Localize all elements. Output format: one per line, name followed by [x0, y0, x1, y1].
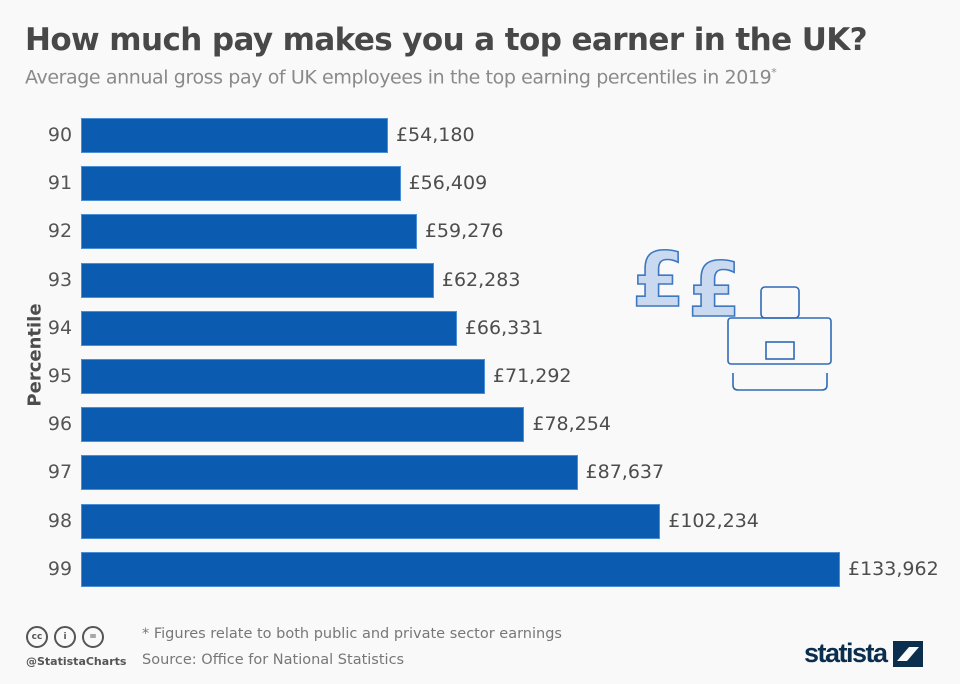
- bar[interactable]: [81, 214, 417, 250]
- bar[interactable]: [81, 166, 401, 202]
- value-label: £56,409: [408, 172, 488, 195]
- subtitle-text: Average annual gross pay of UK employees…: [25, 66, 772, 89]
- category-label: 93: [47, 268, 73, 291]
- value-label: £87,637: [585, 461, 665, 484]
- bar-row: 99 £133,962: [0, 551, 960, 587]
- bar-row: 94 £66,331: [0, 310, 960, 346]
- category-label: 96: [47, 413, 73, 436]
- bar-row: 93 £62,283: [0, 262, 960, 298]
- briefcase-icon: [727, 286, 832, 391]
- value-label: £62,283: [441, 268, 521, 291]
- value-label: £71,292: [492, 365, 572, 387]
- bar-row: 91 £56,409: [0, 166, 960, 202]
- bar[interactable]: [81, 455, 578, 491]
- no-derivatives-icon: =: [82, 626, 104, 648]
- bar[interactable]: [81, 551, 840, 587]
- category-label: 92: [47, 220, 73, 243]
- bar-row: 96 £78,254: [0, 407, 960, 443]
- footnote-mark: *: [771, 66, 777, 79]
- category-label: 94: [47, 316, 73, 339]
- bar-row: 95 £71,292: [0, 359, 960, 394]
- bar[interactable]: [81, 407, 525, 443]
- bar[interactable]: [81, 503, 661, 539]
- bar[interactable]: [81, 310, 457, 346]
- svg-text:£: £: [632, 235, 685, 324]
- value-label: £78,254: [532, 413, 611, 436]
- chart-subtitle: Average annual gross pay of UK employees…: [25, 66, 777, 89]
- value-label: £66,331: [464, 316, 544, 339]
- statista-logo-icon: [892, 640, 923, 667]
- bar-row: 97 £87,637: [0, 455, 960, 491]
- bar[interactable]: [81, 359, 485, 394]
- category-label: 98: [47, 509, 73, 532]
- bar-row: 98 £102,234: [0, 503, 960, 539]
- bar[interactable]: [81, 262, 434, 298]
- statista-logo[interactable]: statista: [804, 638, 923, 669]
- value-label: £54,180: [395, 124, 475, 146]
- value-label: £59,276: [424, 220, 504, 243]
- cc-icon: cc: [26, 626, 48, 648]
- category-label: 90: [47, 124, 73, 146]
- category-label: 95: [47, 365, 73, 387]
- svg-text:£: £: [688, 245, 741, 334]
- pound-sign-icon: £ £: [631, 234, 741, 335]
- attribution-icon: i: [54, 626, 76, 648]
- source-text: Source: Office for National Statistics: [142, 652, 405, 668]
- category-label: 99: [47, 557, 73, 580]
- twitter-handle[interactable]: @StatistaCharts: [26, 655, 127, 668]
- bar[interactable]: [81, 118, 388, 153]
- logo-text: statista: [804, 638, 888, 668]
- value-label: £133,962: [848, 557, 939, 580]
- chart-title: How much pay makes you a top earner in t…: [25, 22, 868, 58]
- license-icons: cc i =: [26, 626, 104, 648]
- bar-row: 90 £54,180: [0, 118, 960, 153]
- money-briefcase-illustration: £ £: [631, 234, 832, 391]
- category-label: 91: [47, 172, 73, 195]
- bar-row: 92 £59,276: [0, 214, 960, 250]
- footnote: * Figures relate to both public and priv…: [142, 626, 562, 642]
- category-label: 97: [47, 461, 73, 484]
- bar-chart: 90 £54,180 91 £56,409 92 £59,276 93 £62,283 94 £6…: [0, 118, 960, 587]
- value-label: £102,234: [668, 509, 759, 532]
